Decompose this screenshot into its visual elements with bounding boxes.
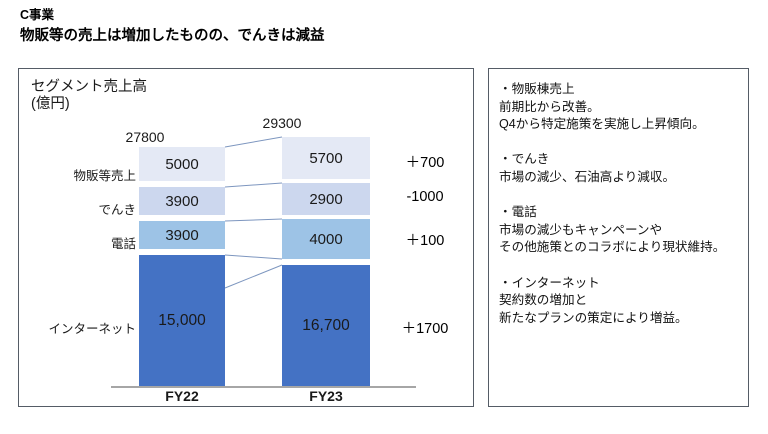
bar-value-fy23-denki: 2900: [309, 190, 343, 208]
bar-segment-fy23-denki[interactable]: 2900: [282, 183, 370, 215]
slide-subtitle: 物販等の売上は増加したものの、でんきは減益: [20, 28, 325, 44]
axis-tick-fy22: FY22: [165, 388, 199, 404]
series-label-bussan: 物販等売上: [73, 169, 136, 183]
x-axis-line: [111, 386, 416, 388]
bar-value-fy22-bussan: 5000: [165, 155, 199, 173]
bar-value-fy22-denki: 3900: [165, 192, 199, 210]
bar-value-fy22-internet: 15,000: [158, 311, 206, 329]
delta-label-denwa: ＋100: [405, 233, 445, 249]
chart-title: セグメント売上高 (億円): [31, 79, 147, 112]
bar-value-fy23-denwa: 4000: [309, 230, 343, 248]
slide-title: C事業: [20, 8, 55, 22]
axis-tick-fy23: FY23: [309, 388, 343, 404]
notes-panel: ・物販棟売上 前期比から改善。 Q4から特定施策を実施し上昇傾向。 ・でんき 市…: [488, 68, 749, 407]
chart-panel: セグメント売上高 (億円) 27800 29300 物販等売上 でんき 電話 イ…: [18, 68, 474, 407]
total-label-fy22: 27800: [125, 129, 165, 145]
series-label-denwa: 電話: [110, 237, 136, 251]
delta-label-internet: ＋1700: [401, 321, 449, 337]
bar-segment-fy22-denki[interactable]: 3900: [139, 187, 225, 215]
bar-value-fy23-internet: 16,700: [302, 316, 350, 334]
bar-value-fy23-bussan: 5700: [309, 149, 343, 167]
bar-segment-fy23-internet[interactable]: 16,700: [282, 265, 370, 386]
series-label-internet: インターネット: [48, 322, 136, 336]
total-label-fy23: 29300: [262, 115, 302, 131]
delta-label-bussan: ＋700: [405, 155, 445, 171]
bar-segment-fy22-denwa[interactable]: 3900: [139, 221, 225, 249]
bar-segment-fy23-denwa[interactable]: 4000: [282, 219, 370, 259]
delta-label-denki: -1000: [406, 189, 444, 205]
bar-segment-fy23-bussan[interactable]: 5700: [282, 137, 370, 179]
notes-text: ・物販棟売上 前期比から改善。 Q4から特定施策を実施し上昇傾向。 ・でんき 市…: [499, 82, 726, 325]
bar-value-fy22-denwa: 3900: [165, 226, 199, 244]
bar-segment-fy22-bussan[interactable]: 5000: [139, 147, 225, 181]
bar-segment-fy22-internet[interactable]: 15,000: [139, 255, 225, 386]
series-label-denki: でんき: [98, 203, 136, 217]
